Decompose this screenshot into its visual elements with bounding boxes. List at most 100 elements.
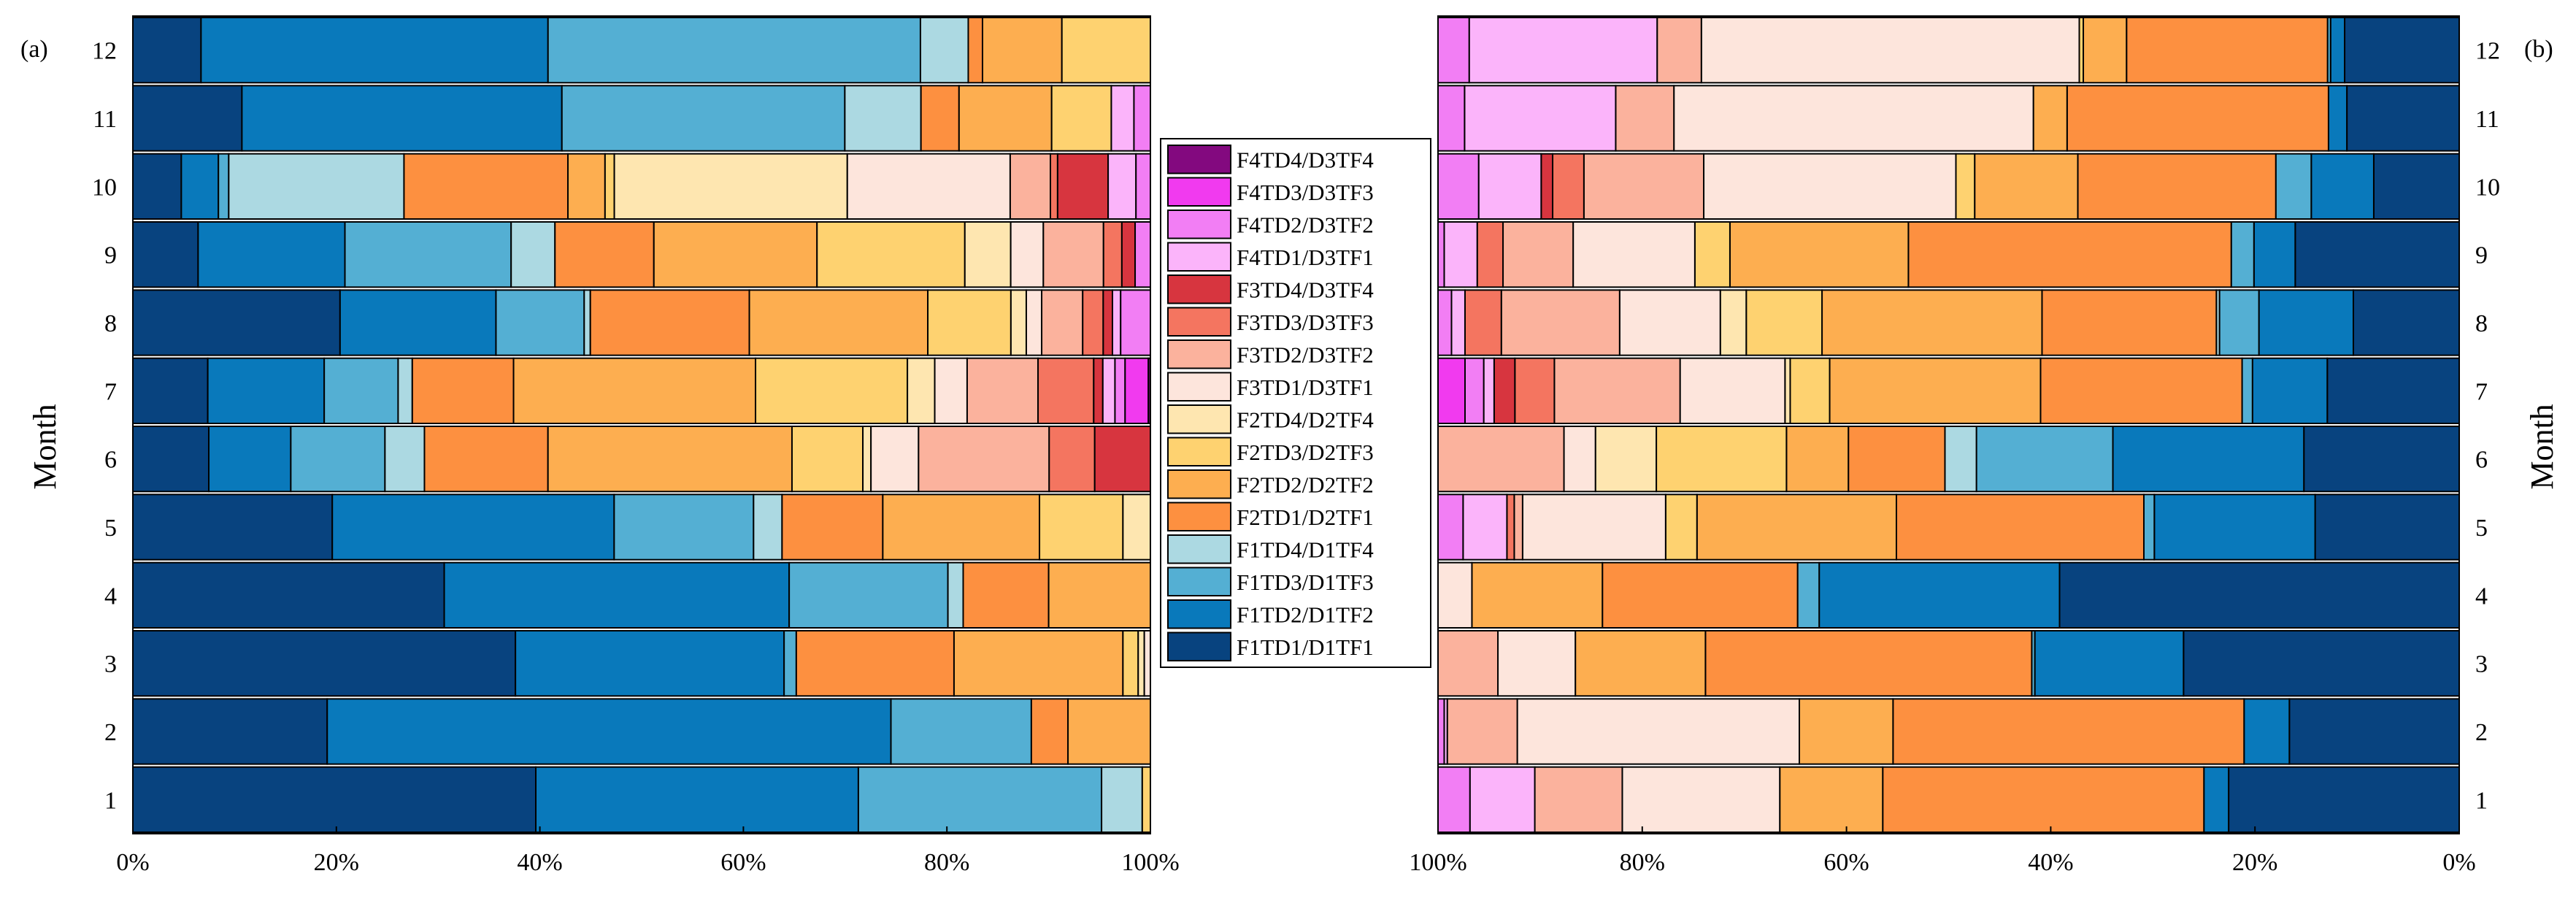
bar-segment-a-month-9-f2td2-d2tf2 [653,221,818,288]
x-tick-label-b-4: 20% [2232,849,2277,876]
bar-segment-a-month-10-f1td4-d1tf4 [228,153,405,220]
bar-segment-a-month-6-f2td2-d2tf2 [547,426,793,493]
bar-segment-b-month-9-f2td1-d2tf1 [1907,221,2232,288]
bar-segment-b-month-11-f3td2-d3tf2 [1615,85,1675,152]
bar-segment-b-month-5-f1td1-d1tf1 [2314,494,2461,561]
legend-swatch-f1td4-d1tf4 [1167,534,1231,564]
bar-segment-b-month-5-f4td1-d3tf1 [1462,494,1508,561]
bar-segment-b-month-12-f2td2-d2tf2 [2083,17,2128,84]
bar-segment-a-month-9-f3td3-d3tf3 [1102,221,1123,288]
bar-segment-a-month-7-f1td3-d1tf3 [323,357,399,425]
legend-label-f4td1-d3tf1: F4TD1/D3TF1 [1237,245,1374,270]
bar-segment-b-month-5-f1td3-d1tf3 [2143,494,2156,561]
legend-label-f3td3-d3tf3: F3TD3/D3TF3 [1237,310,1374,335]
x-tick-label-b-5: 0% [2442,849,2475,876]
month-label-b-4: 4 [2475,583,2488,610]
bar-segment-a-month-6-f1td3-d1tf3 [290,426,386,493]
month-label-a-1: 1 [104,787,117,814]
bar-segment-b-month-3-f2td1-d2tf1 [1704,630,2033,697]
bar-segment-b-month-3-f2td2-d2tf2 [1575,630,1707,697]
bar-segment-b-month-5-f4td2-d3tf2 [1437,494,1464,561]
bar-segment-a-month-10-f1td3-d1tf3 [218,153,230,220]
bar-segment-b-month-6-f2td1-d2tf1 [1848,426,1946,493]
month-label-b-5: 5 [2475,515,2488,542]
bar-segment-b-month-7-f3td2-d3tf2 [1553,357,1681,425]
bar-segment-b-month-9-f2td3-d2tf3 [1693,221,1731,288]
month-label-a-3: 3 [104,651,117,678]
bar-segment-a-month-11-f1td3-d1tf3 [561,85,846,152]
bar-segment-b-month-4-f2td1-d2tf1 [1602,561,1799,629]
bar-segment-b-month-10-f4td1-d3tf1 [1477,153,1542,220]
bar-segment-b-month-7-f3td4-d3tf4 [1493,357,1516,425]
bar-segment-b-month-7-f2td3-d2tf3 [1789,357,1831,425]
bar-segment-a-month-11-f4td2-d3tf2 [1133,85,1151,152]
bar-segment-b-month-10-f4td2-d3tf2 [1437,153,1480,220]
bar-segment-a-month-8-f3td2-d3tf2 [1041,289,1084,356]
bar-segment-a-month-1-f2td3-d2tf3 [1141,766,1151,834]
bar-segment-b-month-6-f1td3-d1tf3 [1975,426,2114,493]
bar-segment-a-month-8-f1td1-d1tf1 [132,289,341,356]
bar-segment-a-month-5-f1td1-d1tf1 [132,494,334,561]
bar-segment-a-month-7-f3td4-d3tf4 [1093,357,1104,425]
bar-segment-a-month-8-f1td4-d1tf4 [583,289,591,356]
bar-segment-b-month-7-f4td1-d3tf1 [1483,357,1495,425]
bar-segment-a-month-6-f1td2-d1tf2 [208,426,292,493]
bar-segment-a-month-3-f1td1-d1tf1 [132,630,517,697]
legend-swatch-f1td3-d1tf3 [1167,567,1231,596]
month-label-a-12: 12 [92,38,117,65]
bar-segment-a-month-8-f2td3-d2tf3 [927,289,1012,356]
bar-segment-a-month-1-f1td1-d1tf1 [132,766,537,834]
bar-segment-a-month-6-f1td1-d1tf1 [132,426,210,493]
bar-segment-a-month-8-f1td3-d1tf3 [495,289,585,356]
bar-segment-b-month-8-f4td1-d3tf1 [1450,289,1466,356]
bar-segment-a-month-10-f3td1-d3tf1 [846,153,1011,220]
bar-segment-b-month-3-f3td2-d3tf2 [1437,630,1499,697]
legend-label-f1td1-d1tf1: F1TD1/D1TF1 [1237,634,1374,660]
bar-segment-b-month-1-f4td1-d3tf1 [1469,766,1536,834]
x-tick-label-a-3: 60% [720,849,766,876]
bar-segment-a-month-10-f3td3-d3tf3 [1050,153,1058,220]
bar-segment-b-month-4-f1td3-d1tf3 [1796,561,1820,629]
bar-segment-b-month-7-f1td3-d1tf3 [2241,357,2253,425]
legend-label-f3td4-d3tf4: F3TD4/D3TF4 [1237,277,1374,302]
bar-segment-b-month-2-f2td2-d2tf2 [1799,698,1894,765]
bar-segment-b-month-12-f3td2-d3tf2 [1656,17,1702,84]
bar-segment-b-month-8-f4td2-d3tf2 [1437,289,1453,356]
bar-segment-a-month-7-f2td2-d2tf2 [512,357,757,425]
bar-segment-b-month-8-f2td4-d2tf4 [1719,289,1748,356]
y-axis-title-right: Month [2524,404,2560,489]
legend-swatch-f2td2-d2tf2 [1167,469,1231,499]
legend-label-f2td3-d2tf3: F2TD3/D2TF3 [1237,439,1374,465]
month-label-a-11: 11 [93,106,117,133]
bar-segment-a-month-10-f3td4-d3tf4 [1056,153,1110,220]
bar-segment-a-month-12-f1td1-d1tf1 [132,17,202,84]
bar-segment-a-month-8-f3td1-d3tf1 [1025,289,1043,356]
bar-segment-b-month-7-f4td3-d3tf3 [1437,357,1466,425]
bar-segment-a-month-8-f2td4-d2tf4 [1010,289,1027,356]
bar-segment-b-month-12-f3td1-d3tf1 [1700,17,2080,84]
bar-segment-a-month-7-f3td3-d3tf3 [1037,357,1095,425]
bar-segment-b-month-7-f4td2-d3tf2 [1464,357,1485,425]
bar-segment-b-month-8-f3td1-d3tf1 [1618,289,1721,356]
month-label-a-2: 2 [104,719,117,746]
bar-segment-b-month-4-f3td1-d3tf1 [1437,561,1473,629]
bar-segment-b-month-3-f1td1-d1tf1 [2183,630,2461,697]
month-label-b-10: 10 [2475,174,2500,201]
bar-segment-a-month-10-f2td2-d2tf2 [567,153,606,220]
bar-segment-b-month-4-f1td2-d1tf2 [1818,561,2061,629]
legend-swatch-f3td1-d3tf1 [1167,372,1231,402]
month-label-a-6: 6 [104,447,117,474]
x-tick-label-a-5: 100% [1121,849,1179,876]
bar-segment-a-month-9-f3td4-d3tf4 [1120,221,1137,288]
panel-a-label: (a) [20,36,48,63]
bar-segment-b-month-4-f2td2-d2tf2 [1471,561,1604,629]
bar-segment-a-month-7-f3td1-d3tf1 [934,357,968,425]
bar-segment-b-month-10-f3td4-d3tf4 [1540,153,1554,220]
bar-segment-a-month-7-f4td1-d3tf1 [1101,357,1116,425]
legend-label-f2td2-d2tf2: F2TD2/D2TF2 [1237,472,1374,497]
bar-segment-a-month-7-f2td3-d2tf3 [755,357,909,425]
legend-label-f3td2-d3tf2: F3TD2/D3TF2 [1237,342,1374,367]
bar-segment-a-month-10-f4td2-d3tf2 [1135,153,1151,220]
